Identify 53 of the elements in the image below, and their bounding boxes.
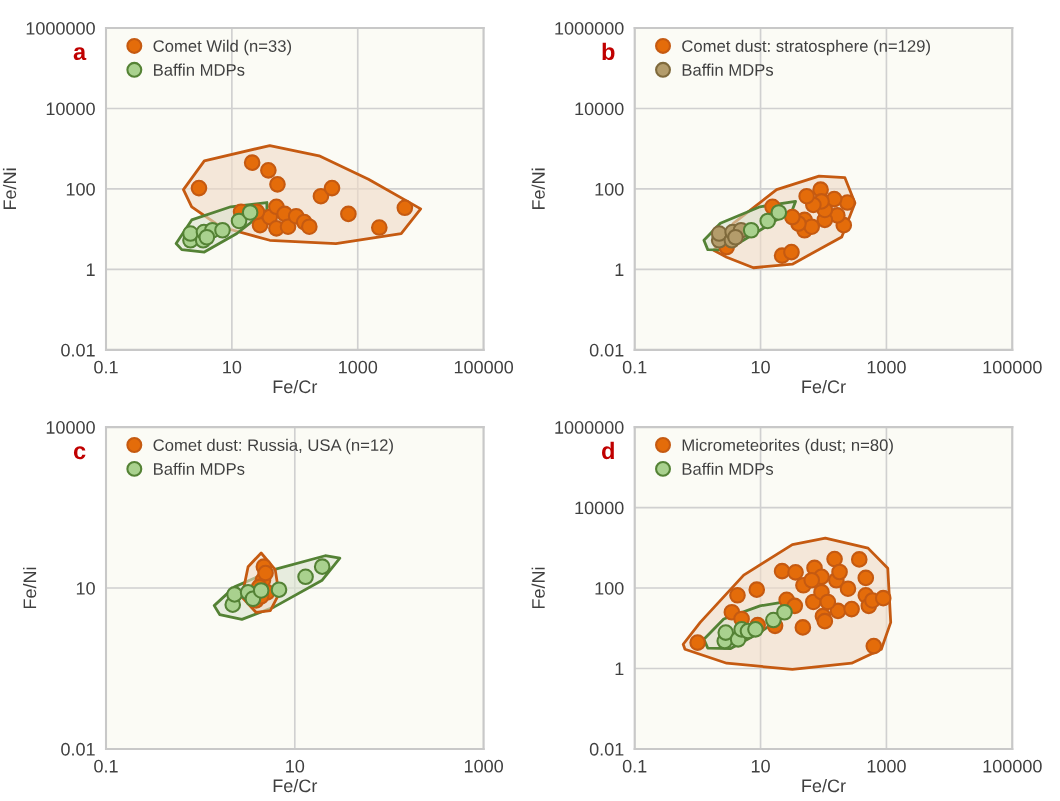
x-tick-label: 1000 — [867, 759, 906, 773]
legend-label: Comet dust: Russia, USA (n=12) — [153, 438, 393, 455]
x-tick-label: 1000 — [867, 360, 906, 374]
x-tick-label: 0.1 — [94, 759, 118, 773]
y-axis-title: Fe/Ni — [531, 168, 545, 210]
y-tick-label: 100 — [66, 182, 95, 196]
x-tick-label: 10 — [751, 360, 770, 374]
legend-label: Baffin MDPs — [682, 63, 774, 76]
y-tick-label: 1 — [615, 263, 624, 276]
y-tick-label: 10 — [76, 581, 95, 595]
y-tick-label: 1 — [615, 662, 624, 676]
x-axis-title: Fe/Cr — [273, 778, 318, 793]
y-axis-title: Fe/Ni — [22, 567, 37, 609]
legend-label: Micrometeorites (dust; n=80) — [682, 438, 893, 455]
y-tick-label: 1000000 — [555, 21, 624, 35]
x-tick-label: 0.1 — [94, 360, 118, 374]
y-tick-label: 100 — [595, 581, 624, 595]
y-tick-label: 1 — [86, 263, 95, 276]
chart-title: d — [602, 441, 614, 460]
legend-label: Baffin MDPs — [154, 63, 245, 76]
y-tick-label: 10000 — [575, 501, 624, 515]
legend-label: Comet dust: stratosphere (n=129) — [682, 39, 930, 56]
x-tick-label: 100000 — [454, 360, 514, 374]
x-axis-title: Fe/Cr — [802, 379, 846, 394]
y-tick-label: 1000000 — [26, 21, 95, 35]
y-tick-label: 10000 — [46, 421, 95, 434]
x-tick-label: 0.1 — [622, 360, 647, 374]
y-axis-title: Fe/Ni — [531, 567, 545, 609]
y-tick-label: 10000 — [46, 102, 95, 116]
legend-label: Comet Wild (n=33) — [153, 39, 292, 56]
y-tick-label: 1000000 — [555, 421, 624, 434]
x-tick-label: 10 — [751, 759, 770, 773]
legend-label: Baffin MDPs — [154, 462, 245, 475]
y-tick-label: 0.01 — [61, 742, 95, 756]
x-axis-title: Fe/Cr — [273, 379, 318, 394]
y-tick-label: 0.01 — [589, 343, 624, 357]
chart-title: b — [602, 42, 615, 61]
x-tick-label: 1000 — [339, 360, 378, 374]
y-tick-label: 0.01 — [589, 742, 624, 756]
y-axis-title: Fe/Ni — [2, 168, 17, 210]
x-tick-label: 0.1 — [622, 759, 647, 773]
text: a — [73, 47, 87, 61]
y-tick-label: 0.01 — [61, 343, 95, 357]
x-tick-label: 100000 — [983, 759, 1042, 773]
y-tick-label: 100 — [595, 182, 624, 196]
x-tick-label: 10 — [286, 759, 305, 773]
text: c — [73, 446, 86, 460]
legend-label: Baffin MDPs — [682, 462, 774, 475]
x-tick-label: 100000 — [983, 360, 1042, 374]
y-tick-label: 10000 — [575, 102, 624, 116]
x-axis-title: Fe/Cr — [802, 778, 846, 793]
x-tick-label: 10 — [223, 360, 242, 374]
x-tick-label: 1000 — [464, 759, 503, 773]
